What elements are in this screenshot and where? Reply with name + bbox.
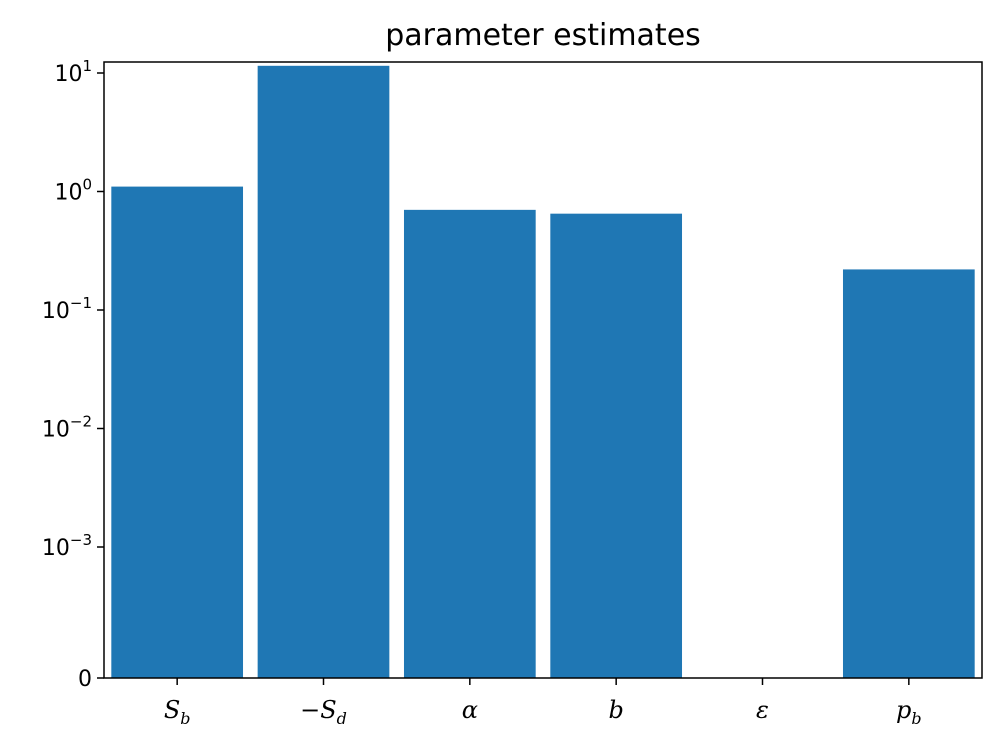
- x-tick-label: b: [608, 696, 623, 724]
- y-tick-label: 101: [54, 57, 92, 87]
- x-tick-label: Sb: [164, 696, 191, 728]
- bar: [550, 213, 683, 678]
- plot-area-frame: [103, 61, 983, 679]
- y-tick-label: 10−1: [42, 294, 92, 324]
- x-tick-label: pb: [896, 696, 922, 728]
- y-tick-label: 0: [78, 667, 92, 692]
- y-tick-label: 10−3: [42, 531, 92, 561]
- chart-title: parameter estimates: [385, 18, 701, 53]
- bar: [842, 269, 975, 678]
- y-tick-label: 10−2: [42, 413, 92, 443]
- bar: [257, 65, 390, 678]
- x-tick-label: ε: [756, 696, 769, 724]
- bar: [403, 209, 536, 678]
- bars: [111, 65, 975, 678]
- x-axis: Sb −Sd α b ε pb: [164, 678, 922, 728]
- bar: [111, 186, 244, 678]
- y-axis: 0 10−3 10−2 10−1 100 101: [42, 57, 104, 692]
- y-tick-label: 100: [54, 176, 92, 206]
- x-tick-label: α: [462, 696, 478, 724]
- x-tick-label: −Sd: [300, 696, 347, 728]
